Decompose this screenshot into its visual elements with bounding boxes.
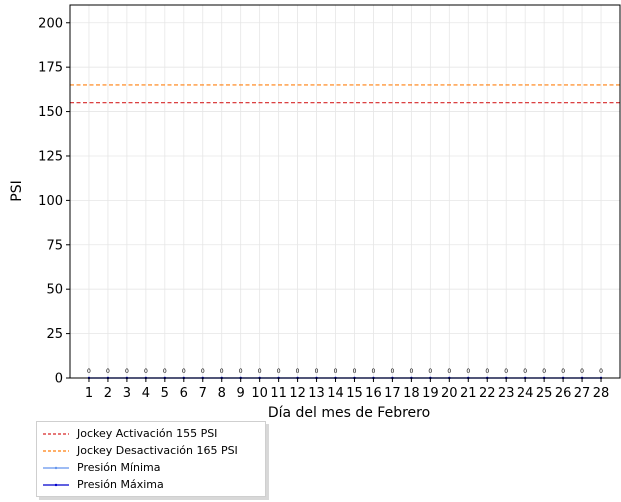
legend-swatch <box>43 432 69 435</box>
x-tick-label: 23 <box>498 386 515 401</box>
data-label: 0 <box>201 368 205 375</box>
x-tick-label: 18 <box>403 386 420 401</box>
data-label: 0 <box>315 368 319 375</box>
x-tick-label: 21 <box>460 386 477 401</box>
x-tick-label: 27 <box>574 386 591 401</box>
x-tick-label: 26 <box>555 386 572 401</box>
legend-label: Jockey Desactivación 165 PSI <box>77 444 238 457</box>
x-axis-label: Día del mes de Febrero <box>268 405 430 421</box>
data-label: 0 <box>542 368 546 375</box>
data-label: 0 <box>239 368 243 375</box>
data-label: 0 <box>372 368 376 375</box>
legend-item-max-pressure: Presión Máxima <box>43 477 164 492</box>
y-tick-label: 100 <box>38 194 63 209</box>
y-tick-label: 0 <box>55 372 63 387</box>
y-tick-label: 200 <box>38 16 63 31</box>
data-labels: 0 0 0 0 0 0 0 0 0 0 0 0 0 0 0 0 0 0 0 0 0 0 0 0 0 0 0 0 <box>87 368 603 375</box>
x-tick-label: 11 <box>270 386 287 401</box>
x-tick-label: 20 <box>441 386 458 401</box>
data-label: 0 <box>504 368 508 375</box>
y-tick-label: 75 <box>46 238 63 253</box>
data-label: 0 <box>334 368 338 375</box>
legend-swatch <box>43 449 69 452</box>
legend-label: Presión Máxima <box>77 478 164 491</box>
legend-item-jockey-deactivation: Jockey Desactivación 165 PSI <box>43 443 238 458</box>
data-label: 0 <box>125 368 129 375</box>
data-label: 0 <box>144 368 148 375</box>
x-tick-label: 12 <box>289 386 306 401</box>
x-tick-label: 13 <box>308 386 325 401</box>
data-label: 0 <box>390 368 394 375</box>
data-label: 0 <box>163 368 167 375</box>
x-tick-label: 4 <box>142 386 150 401</box>
x-tick-label: 19 <box>422 386 439 401</box>
x-tick-label: 2 <box>104 386 112 401</box>
data-label: 0 <box>447 368 451 375</box>
legend-item-min-pressure: Presión Mínima <box>43 460 161 475</box>
data-label: 0 <box>182 368 186 375</box>
legend-swatch <box>43 483 69 486</box>
grid <box>70 5 620 379</box>
x-tick-label: 22 <box>479 386 496 401</box>
data-label: 0 <box>428 368 432 375</box>
x-tick-label: 1 <box>85 386 93 401</box>
y-tick-label: 125 <box>38 149 63 164</box>
x-tick-label: 17 <box>384 386 401 401</box>
data-label: 0 <box>277 368 281 375</box>
y-tick-label: 50 <box>46 283 63 298</box>
data-label: 0 <box>409 368 413 375</box>
x-tick-label: 6 <box>180 386 188 401</box>
x-tick-label: 28 <box>593 386 610 401</box>
legend-swatch <box>43 466 69 469</box>
x-tick-label: 15 <box>346 386 363 401</box>
x-tick-label: 5 <box>161 386 169 401</box>
y-tick-label: 175 <box>38 61 63 76</box>
data-label: 0 <box>580 368 584 375</box>
data-label: 0 <box>87 368 91 375</box>
x-tick-label: 25 <box>536 386 553 401</box>
legend-item-jockey-activation: Jockey Activación 155 PSI <box>43 426 217 441</box>
data-label: 0 <box>220 368 224 375</box>
x-tick-label: 3 <box>123 386 131 401</box>
y-axis-ticks: 0 25 50 75 100 125 150 175 200 <box>38 16 70 387</box>
x-tick-label: 9 <box>237 386 245 401</box>
y-tick-label: 25 <box>46 327 63 342</box>
data-label: 0 <box>599 368 603 375</box>
data-label: 0 <box>523 368 527 375</box>
data-label: 0 <box>296 368 300 375</box>
legend: Jockey Activación 155 PSI Jockey Desacti… <box>36 421 266 497</box>
y-axis-label: PSI <box>9 180 25 201</box>
data-label: 0 <box>353 368 357 375</box>
data-label: 0 <box>466 368 470 375</box>
x-tick-label: 24 <box>517 386 534 401</box>
data-label: 0 <box>485 368 489 375</box>
x-tick-label: 7 <box>199 386 207 401</box>
x-axis-ticks: 1 2 3 4 5 6 7 8 9 10 11 12 13 14 15 16 17 18 19 20 21 22 23 24 2… <box>85 378 609 401</box>
data-label: 0 <box>561 368 565 375</box>
x-tick-label: 14 <box>327 386 344 401</box>
reference-lines <box>70 84 620 104</box>
x-tick-label: 16 <box>365 386 382 401</box>
x-tick-label: 8 <box>218 386 226 401</box>
legend-label: Jockey Activación 155 PSI <box>77 427 218 440</box>
x-tick-label: 10 <box>251 386 268 401</box>
y-tick-label: 150 <box>38 105 63 120</box>
data-label: 0 <box>106 368 110 375</box>
plot-area-frame <box>69 4 621 379</box>
legend-label: Presión Mínima <box>77 461 161 474</box>
data-label: 0 <box>258 368 262 375</box>
